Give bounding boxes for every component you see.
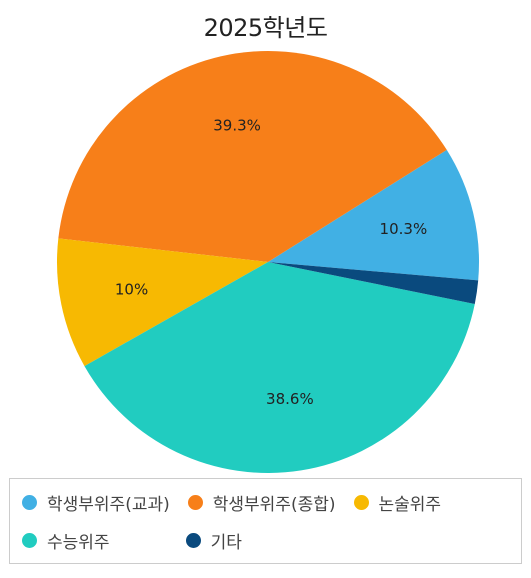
legend-marker (187, 494, 203, 510)
legend-marker (22, 532, 37, 548)
legend-marker (185, 532, 201, 548)
pie-slice-5[interactable] (268, 262, 479, 304)
legend-label: 논술위주 (378, 494, 442, 515)
pie-slice-4[interactable] (84, 262, 475, 473)
pie-slice-3[interactable] (56, 238, 268, 367)
pie-labels: 10.3% 39.3% 10% 38.6% (115, 117, 427, 408)
legend-item-논술위주[interactable]: 논술위주 (353, 490, 442, 515)
slice-data-label: 10% (115, 280, 148, 298)
slice-data-label: 38.6% (266, 390, 314, 408)
legend-item-수능위주[interactable]: 수능위주 (22, 528, 110, 553)
pie-slice-1[interactable] (268, 149, 479, 281)
legend-marker (22, 494, 37, 510)
chart-legend: 학생부위주(교과) 학생부위주(종합) 논술위주 수능위주 기타 (9, 478, 522, 564)
legend-item-기타[interactable]: 기타 (185, 528, 242, 553)
slice-data-label: 39.3% (213, 117, 261, 135)
legend-row: 수능위주 기타 (10, 525, 248, 555)
legend-row: 학생부위주(교과) 학생부위주(종합) 논술위주 (10, 487, 447, 517)
legend-marker (353, 494, 369, 510)
legend-label: 기타 (210, 532, 242, 553)
pie-chart: 10.3% 39.3% 10% 38.6% (56, 50, 479, 473)
legend-label: 학생부위주(종합) (212, 494, 336, 515)
legend-item-학생부위주-종합[interactable]: 학생부위주(종합) (187, 490, 336, 515)
legend-item-학생부위주-교과[interactable]: 학생부위주(교과) (22, 490, 170, 515)
pie-slices (56, 50, 479, 473)
pie-slice-2[interactable] (58, 50, 447, 262)
chart-title: 2025학년도 (203, 14, 328, 42)
slice-data-label: 10.3% (380, 220, 428, 238)
legend-label: 학생부위주(교과) (47, 494, 170, 515)
legend-label: 수능위주 (47, 532, 110, 553)
